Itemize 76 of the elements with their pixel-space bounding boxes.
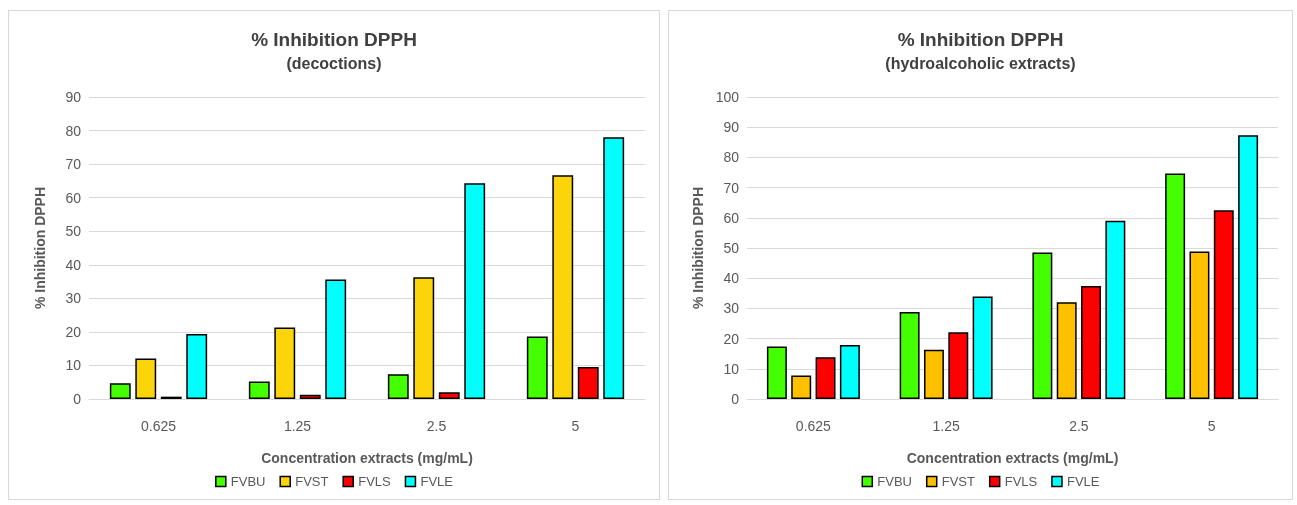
y-axis-title: % Inhibition DPPH bbox=[689, 186, 706, 310]
x-tick-label: 1.25 bbox=[932, 418, 960, 434]
bar bbox=[1213, 210, 1234, 399]
bar bbox=[464, 183, 486, 399]
y-tick-label: 50 bbox=[65, 223, 82, 240]
bar bbox=[603, 137, 625, 399]
bar bbox=[413, 277, 435, 399]
bar bbox=[923, 349, 944, 399]
x-tick-label: 5 bbox=[1207, 418, 1216, 434]
y-tick-label: 30 bbox=[723, 300, 740, 317]
bar bbox=[1238, 135, 1259, 399]
x-tick-label: 5 bbox=[571, 418, 580, 434]
chart-subtitle: (decoctions) bbox=[286, 54, 382, 72]
x-axis-title: Concentration extracts (mg/mL) bbox=[906, 450, 1119, 466]
bar bbox=[526, 336, 548, 399]
bar bbox=[1032, 252, 1053, 399]
y-tick-label: 90 bbox=[65, 89, 82, 105]
x-tick-label: 0.625 bbox=[795, 418, 832, 434]
bar bbox=[325, 279, 347, 399]
y-tick-label: 100 bbox=[715, 89, 740, 105]
y-tick-label: 0 bbox=[731, 391, 740, 407]
y-tick-label: 50 bbox=[723, 240, 740, 256]
y-tick-label: 70 bbox=[723, 179, 740, 196]
bar bbox=[899, 312, 920, 399]
x-tick-label: 1.25 bbox=[283, 418, 312, 434]
bar bbox=[577, 367, 599, 399]
bar bbox=[552, 175, 574, 399]
legend-label: FVBU bbox=[877, 474, 912, 489]
bar bbox=[791, 375, 812, 399]
bar bbox=[839, 344, 860, 399]
legend-label: FVLE bbox=[420, 474, 454, 489]
y-tick-label: 90 bbox=[723, 119, 740, 136]
bar bbox=[1105, 220, 1126, 399]
legend-label: FVLE bbox=[1066, 474, 1100, 489]
legend-label: FVLS bbox=[1004, 474, 1038, 489]
y-tick-label: 20 bbox=[723, 330, 740, 347]
bar bbox=[109, 383, 131, 399]
y-tick-label: 20 bbox=[65, 323, 82, 340]
bar bbox=[248, 381, 270, 399]
bar bbox=[299, 394, 321, 399]
bar bbox=[438, 392, 460, 399]
chart-subtitle: (hydroalcoholic extracts) bbox=[885, 54, 1076, 72]
y-tick-label: 80 bbox=[723, 149, 740, 166]
bar bbox=[1165, 173, 1186, 399]
legend-label: FVST bbox=[295, 474, 329, 489]
bar bbox=[948, 332, 969, 399]
y-tick-label: 70 bbox=[65, 156, 82, 173]
legend-label: FVBU bbox=[230, 474, 266, 489]
bar bbox=[972, 296, 993, 399]
x-axis-title: Concentration extracts (mg/mL) bbox=[261, 450, 473, 466]
bar bbox=[1189, 251, 1210, 399]
legend-label: FVLS bbox=[358, 474, 392, 489]
y-tick-label: 60 bbox=[65, 189, 82, 206]
bar bbox=[815, 357, 836, 399]
y-tick-label: 30 bbox=[65, 290, 82, 307]
y-tick-label: 40 bbox=[723, 270, 740, 287]
y-tick-label: 0 bbox=[73, 391, 82, 407]
y-axis-title: % Inhibition DPPH bbox=[32, 186, 48, 310]
y-tick-label: 80 bbox=[65, 122, 82, 139]
bar bbox=[1056, 302, 1077, 399]
bar bbox=[135, 358, 157, 399]
chart-title: % Inhibition DPPH bbox=[251, 29, 417, 50]
bar bbox=[387, 374, 409, 399]
bar bbox=[766, 346, 787, 399]
legend-label: FVST bbox=[941, 474, 975, 489]
y-tick-label: 40 bbox=[65, 256, 82, 273]
bar bbox=[1081, 286, 1102, 399]
x-tick-label: 2.5 bbox=[1069, 418, 1089, 434]
y-tick-label: 60 bbox=[723, 209, 740, 226]
bar bbox=[274, 327, 296, 399]
y-tick-label: 10 bbox=[65, 357, 82, 374]
x-tick-label: 0.625 bbox=[140, 418, 177, 434]
y-tick-label: 10 bbox=[723, 360, 740, 377]
x-tick-label: 2.5 bbox=[426, 418, 447, 434]
bar bbox=[186, 333, 208, 399]
chart-title: % Inhibition DPPH bbox=[897, 29, 1064, 50]
